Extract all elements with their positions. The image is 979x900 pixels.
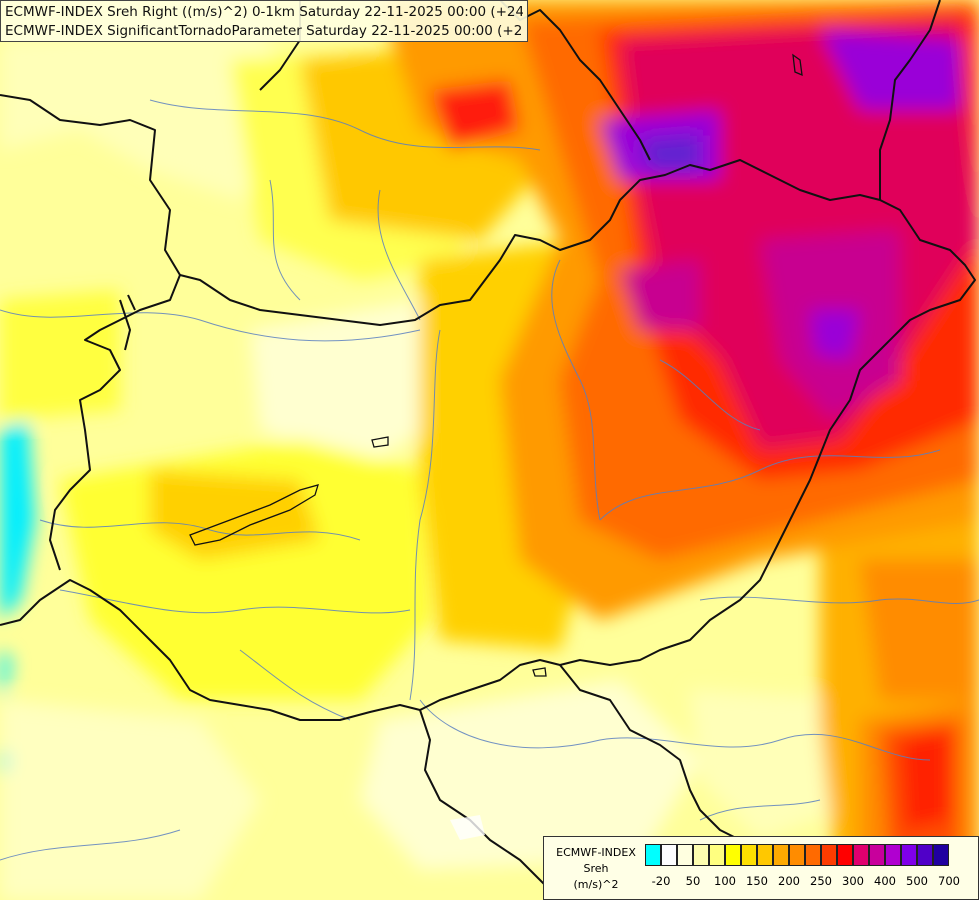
legend-title-model: ECMWF-INDEX <box>556 846 636 859</box>
legend-swatch <box>741 844 757 866</box>
legend: ECMWF-INDEX Sreh (m/s)^2 -20 50 100 150 200 2… <box>543 836 979 900</box>
legend-swatch <box>821 844 837 866</box>
legend-swatch <box>725 844 741 866</box>
legend-swatch <box>869 844 885 866</box>
low-value-patch <box>450 815 485 840</box>
legend-title: ECMWF-INDEX Sreh (m/s)^2 <box>548 845 644 893</box>
legend-tick-label: 100 <box>714 874 736 888</box>
legend-swatch <box>885 844 901 866</box>
legend-swatch <box>853 844 869 866</box>
legend-swatch <box>805 844 821 866</box>
legend-tick-label: 200 <box>778 874 800 888</box>
legend-swatch <box>661 844 677 866</box>
legend-title-variable: Sreh <box>583 862 609 875</box>
legend-tick-label: -20 <box>651 874 671 888</box>
legend-swatch <box>773 844 789 866</box>
map-title-box: ECMWF-INDEX Sreh Right ((m/s)^2) 0-1km S… <box>0 0 528 42</box>
legend-title-unit: (m/s)^2 <box>573 878 619 891</box>
legend-tick-label: 500 <box>906 874 928 888</box>
legend-tick-label: 700 <box>938 874 960 888</box>
rivers <box>0 99 979 861</box>
title-line-stp: ECMWF-INDEX SignificantTornadoParameter … <box>5 23 523 39</box>
legend-tick-label: 150 <box>746 874 768 888</box>
legend-swatch <box>677 844 693 866</box>
lakes <box>189 53 803 677</box>
title-line-sreh: ECMWF-INDEX Sreh Right ((m/s)^2) 0-1km S… <box>5 4 523 20</box>
legend-tick-label: 400 <box>874 874 896 888</box>
legend-swatch <box>693 844 709 866</box>
legend-swatch <box>789 844 805 866</box>
legend-swatch <box>645 844 661 866</box>
legend-swatch <box>901 844 917 866</box>
legend-swatch <box>757 844 773 866</box>
legend-swatch <box>709 844 725 866</box>
legend-swatch <box>917 844 933 866</box>
legend-tick-label: 50 <box>685 874 701 888</box>
legend-tick-label: 250 <box>810 874 832 888</box>
legend-tick-label: 300 <box>842 874 864 888</box>
legend-colorbar <box>645 844 949 866</box>
legend-swatch <box>837 844 853 866</box>
legend-swatch <box>933 844 949 866</box>
